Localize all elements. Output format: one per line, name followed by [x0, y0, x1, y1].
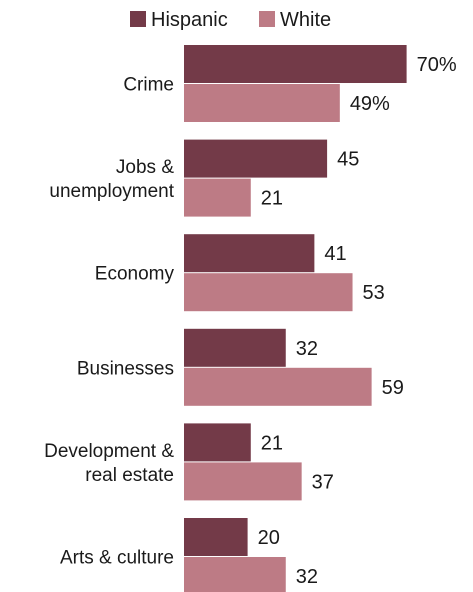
data-label-hispanic-6: 20 [258, 527, 280, 549]
category-label: Economy [95, 264, 175, 285]
data-label-white-6: 32 [296, 566, 318, 588]
category-labels: Crime Jobs & unemployment Economy Businesses… [44, 75, 175, 569]
data-label-hispanic-4: 32 [296, 338, 318, 360]
data-label-white-1: 49% [350, 93, 390, 115]
bar-white-6 [184, 557, 286, 592]
legend-swatch-2 [259, 11, 275, 27]
bar-white-5 [184, 462, 302, 501]
bar-hispanic-3 [184, 234, 315, 273]
data-label-white-3: 53 [363, 282, 385, 304]
bar-hispanic-5 [184, 423, 251, 462]
data-label-white-5: 37 [312, 471, 334, 493]
bar-white-1 [184, 84, 340, 122]
data-label-hispanic-3: 41 [324, 243, 346, 265]
legend: Hispanic White [130, 9, 331, 31]
bar-hispanic-2 [184, 139, 328, 178]
data-labels: 70% 49% 45 21 41 53 32 59 21 37 20 32 [258, 54, 457, 588]
legend-label-1: Hispanic [151, 9, 228, 31]
bar-white-2 [184, 178, 251, 217]
data-label-hispanic-5: 21 [261, 432, 283, 454]
data-label-white-2: 21 [261, 188, 283, 210]
data-label-white-4: 59 [382, 377, 404, 399]
bar-white-4 [184, 367, 372, 406]
category-label: Development & real estate [44, 441, 174, 486]
legend-swatch-1 [130, 11, 146, 27]
category-label: Crime [123, 75, 174, 96]
bars [184, 45, 407, 592]
bar-white-3 [184, 273, 353, 312]
category-label: Businesses [77, 358, 174, 379]
bar-hispanic-4 [184, 328, 286, 367]
category-label: Arts & culture [60, 548, 174, 569]
bar-hispanic-6 [184, 518, 248, 556]
data-label-hispanic-2: 45 [337, 149, 359, 171]
data-label-hispanic-1: 70% [417, 54, 457, 76]
category-label: Jobs & unemployment [49, 157, 174, 202]
legend-label-2: White [280, 9, 331, 31]
bar-hispanic-1 [184, 45, 407, 83]
